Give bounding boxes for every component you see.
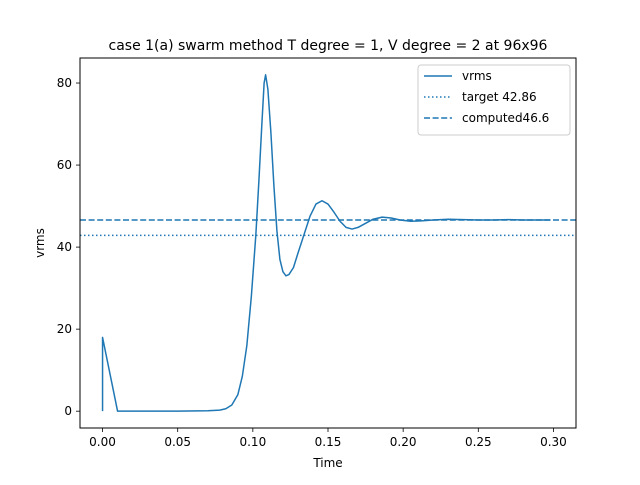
x-ticks: 0.00 0.05 0.10 0.15 0.20 0.25 0.30	[89, 428, 567, 449]
x-tick-label: 0.20	[390, 435, 417, 449]
legend: vrms target 42.86 computed46.6	[417, 64, 571, 136]
y-tick-label: 20	[57, 322, 72, 336]
x-tick-label: 0.00	[89, 435, 116, 449]
series-layer	[80, 74, 576, 412]
y-axis-label: vrms	[33, 228, 47, 258]
x-tick-label: 0.25	[465, 435, 492, 449]
x-tick-label: 0.05	[164, 435, 191, 449]
y-tick-label: 40	[57, 240, 72, 254]
legend-label: computed46.6	[462, 111, 549, 125]
y-tick-label: 80	[57, 76, 72, 90]
x-tick-label: 0.15	[315, 435, 342, 449]
series-vrms-line	[101, 74, 551, 412]
y-ticks: 0 20 40 60 80	[57, 76, 80, 418]
legend-label: target 42.86	[462, 90, 537, 104]
legend-frame	[417, 64, 571, 136]
legend-label: vrms	[462, 69, 492, 83]
x-tick-label: 0.30	[540, 435, 567, 449]
x-tick-label: 0.10	[239, 435, 266, 449]
x-axis-label: Time	[312, 456, 342, 470]
chart-title: case 1(a) swarm method T degree = 1, V d…	[109, 38, 548, 54]
y-tick-label: 0	[64, 404, 72, 418]
y-tick-label: 60	[57, 158, 72, 172]
